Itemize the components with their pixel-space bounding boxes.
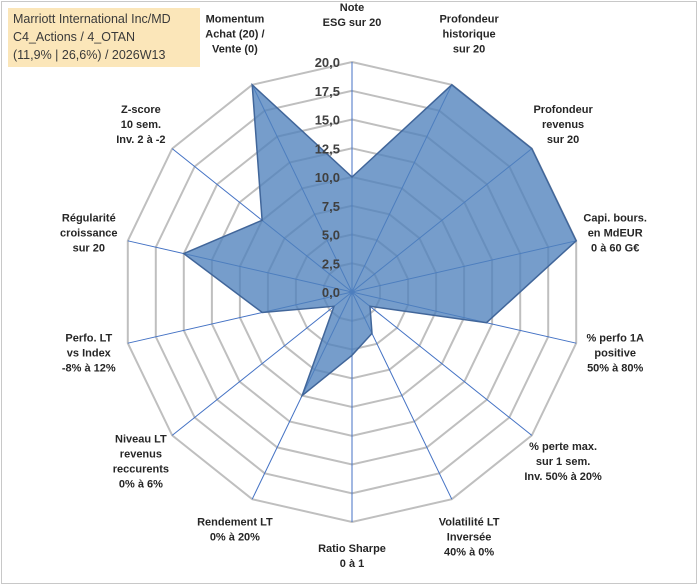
category-label-line: sur 1 sem. — [536, 456, 590, 468]
category-label-line: 0% à 6% — [119, 478, 163, 490]
category-label-line: Achat (20) / — [205, 29, 264, 41]
category-label-line: 0 à 60 G€ — [591, 242, 639, 254]
category-label-line: 40% à 0% — [444, 546, 494, 558]
tick-label: 2,5 — [322, 256, 340, 271]
category-label: Ratio Sharpe 0 à 1 — [318, 543, 386, 570]
category-label-line: Profondeur — [439, 14, 499, 26]
category-label-line: revenus — [542, 119, 584, 131]
title-line-1: Marriott International Inc/MD — [13, 12, 171, 26]
radar-series — [182, 82, 578, 398]
tick-label: 12,5 — [315, 141, 340, 156]
category-label: % perte max. sur 1 sem. Inv. 50% à 20% — [524, 441, 602, 483]
category-label-line: revenus — [120, 448, 162, 460]
category-label-line: sur 20 — [547, 134, 579, 146]
tick-label: 0,0 — [322, 285, 340, 300]
category-label-line: Profondeur — [533, 104, 593, 116]
tick-label: 7,5 — [322, 199, 340, 214]
chart-title-box: Marriott International Inc/MD C4_Actions… — [8, 8, 200, 67]
category-label-line: Perfo. LT — [65, 333, 112, 345]
category-label: Profondeur revenus sur 20 — [533, 104, 593, 146]
category-label-line: 50% à 80% — [587, 363, 643, 375]
category-label-line: reccurents — [113, 463, 169, 475]
category-label-line: croissance — [60, 227, 117, 239]
tick-label: 5,0 — [322, 228, 340, 243]
category-label-line: en MdEUR — [588, 227, 643, 239]
tick-label: 15,0 — [315, 113, 340, 128]
tick-label: 20,0 — [315, 55, 340, 70]
category-label-line: positive — [594, 348, 636, 360]
category-label-line: Régularité — [62, 212, 116, 224]
title-line-3: (11,9% | 26,6%) / 2026W13 — [13, 48, 166, 62]
radar-category-labels: Note ESG sur 20 Profondeur historique sur 20… — [60, 2, 647, 570]
category-label-line: vs Index — [67, 348, 112, 360]
tick-label: 17,5 — [315, 84, 340, 99]
category-label-line: Rendement LT — [197, 516, 273, 528]
category-label-line: -8% à 12% — [62, 363, 116, 375]
category-label-line: Note — [340, 2, 364, 14]
category-label-line: Niveau LT — [115, 433, 167, 445]
category-label: Régularité croissance sur 20 — [60, 212, 117, 254]
category-label-line: 10 sem. — [121, 119, 161, 131]
category-label-line: Vente (0) — [212, 44, 258, 56]
category-label-line: Momentum — [206, 14, 265, 26]
category-label: Niveau LT revenus reccurents 0% à 6% — [113, 433, 169, 490]
category-label-line: % perte max. — [529, 441, 597, 453]
category-label: Z-score 10 sem. Inv. 2 à -2 — [116, 104, 165, 146]
category-label-line: sur 20 — [73, 242, 105, 254]
category-label: Volatilité LT Inversée 40% à 0% — [439, 516, 500, 558]
category-label-line: Inversée — [447, 531, 492, 543]
category-label-line: Capi. bours. — [583, 212, 647, 224]
series-area — [182, 82, 578, 398]
axis-spoke — [171, 291, 353, 436]
tick-label: 10,0 — [315, 170, 340, 185]
category-label: Rendement LT 0% à 20% — [197, 516, 273, 543]
category-label-line: sur 20 — [453, 44, 485, 56]
category-label-line: Inv. 50% à 20% — [524, 471, 602, 483]
title-line-2: C4_Actions / 4_OTAN — [13, 30, 136, 44]
category-label-line: ESG sur 20 — [323, 17, 382, 29]
category-label-line: 0 à 1 — [340, 558, 364, 570]
category-label: Profondeur historique sur 20 — [439, 14, 499, 56]
category-label: Capi. bours. en MdEUR 0 à 60 G€ — [583, 212, 647, 254]
category-label-line: Z-score — [121, 104, 161, 116]
category-label-line: % perfo 1A — [586, 333, 644, 345]
category-label-line: Ratio Sharpe — [318, 543, 386, 555]
category-label-line: 0% à 20% — [210, 531, 260, 543]
category-label: Momentum Achat (20) / Vente (0) — [205, 14, 264, 56]
category-label-line: Inv. 2 à -2 — [116, 134, 165, 146]
category-label: % perfo 1A positive 50% à 80% — [586, 333, 644, 375]
category-label-line: historique — [443, 29, 496, 41]
category-label-line: Volatilité LT — [439, 516, 500, 528]
category-label: Note ESG sur 20 — [323, 2, 382, 29]
axis-spoke — [351, 291, 533, 436]
radar-tick-labels: 0,0 2,5 5,0 7,5 10,0 12,5 15,0 17,5 20,0 — [315, 55, 340, 300]
category-label: Perfo. LT vs Index -8% à 12% — [62, 333, 116, 375]
